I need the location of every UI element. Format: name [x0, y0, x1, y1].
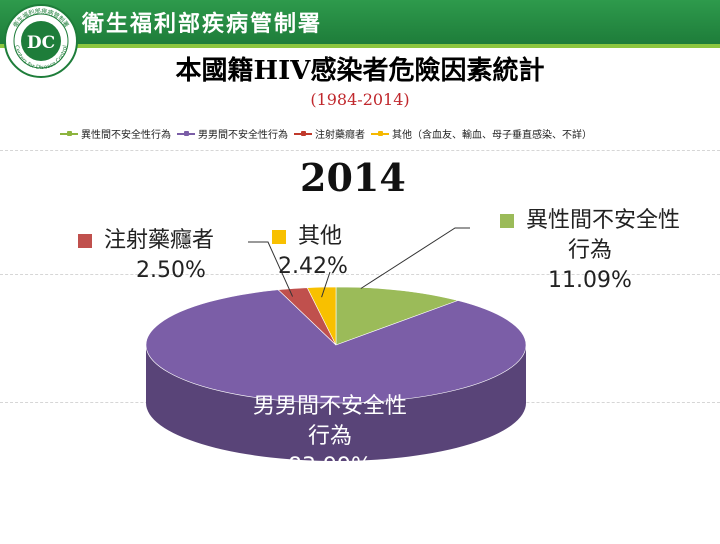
pie-slice-0 — [335, 286, 459, 346]
label-swatch-injection — [78, 234, 92, 248]
label-swatch-other — [272, 230, 286, 244]
gridline — [0, 150, 720, 151]
label-msm: 男男間不安全性 行為 83.99% — [205, 392, 455, 482]
label-injection: 注射藥癮者 2.50% — [78, 226, 248, 286]
label-other-pct: 2.42% — [278, 254, 348, 279]
label-swatch-hetero — [499, 214, 514, 228]
leader-injection — [248, 241, 294, 297]
label-msm-line2: 行為 — [307, 424, 352, 449]
org-name: 衛生福利部疾病管制署 — [82, 12, 323, 37]
legend-swatch-0 — [60, 130, 78, 136]
label-hetero: 異性間不安全性 行為 11.09% — [470, 206, 710, 296]
label-hetero-line2: 行為 — [567, 238, 612, 263]
label-msm-name: 男男間不安全性 — [252, 394, 407, 419]
pie-slice-3 — [306, 286, 337, 346]
legend-item: 異性間不安全性行為 — [60, 126, 171, 141]
logo-mark: DC — [27, 33, 55, 53]
legend-swatch-3 — [371, 130, 389, 136]
legend-item: 其他（含血友、輸血、母子垂直感染、不詳） — [371, 126, 592, 141]
legend-label: 男男間不安全性行為 — [198, 130, 288, 141]
legend-label: 其他（含血友、輸血、母子垂直感染、不詳） — [392, 130, 592, 141]
legend-item: 注射藥癮者 — [294, 126, 365, 141]
label-other-name: 其他 — [298, 224, 343, 249]
cdc-logo-icon: DC 衛生福利部疾病管制署 Centers for Disease Contro… — [4, 4, 78, 78]
legend-label: 注射藥癮者 — [315, 130, 365, 141]
chart-subtitle: (1984-2014) — [310, 90, 410, 109]
legend-label: 異性間不安全性行為 — [81, 130, 171, 141]
legend-item: 男男間不安全性行為 — [177, 126, 288, 141]
pie-slice-1 — [145, 289, 527, 404]
legend-swatch-1 — [177, 130, 195, 136]
legend-swatch-2 — [294, 130, 312, 136]
label-other: 其他 2.42% — [272, 222, 392, 282]
label-hetero-name: 異性間不安全性 — [525, 208, 680, 233]
gridline — [0, 274, 720, 275]
label-injection-pct: 2.50% — [136, 258, 206, 283]
label-injection-name: 注射藥癮者 — [104, 228, 215, 253]
chart-title: 本國籍HIV感染者危險因素統計 — [175, 56, 545, 86]
leader-hetero — [360, 227, 470, 289]
label-msm-pct: 83.99% — [288, 454, 372, 479]
label-hetero-pct: 11.09% — [548, 268, 632, 293]
chart-legend: 異性間不安全性行為 男男間不安全性行為 注射藥癮者 其他（含血友、輸血、母子垂直… — [60, 126, 700, 141]
year-label: 2014 — [300, 155, 406, 200]
header-bar — [0, 0, 720, 48]
leader-other — [321, 271, 331, 298]
